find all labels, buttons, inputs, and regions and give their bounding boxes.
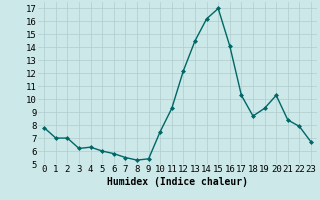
X-axis label: Humidex (Indice chaleur): Humidex (Indice chaleur) (107, 177, 248, 187)
